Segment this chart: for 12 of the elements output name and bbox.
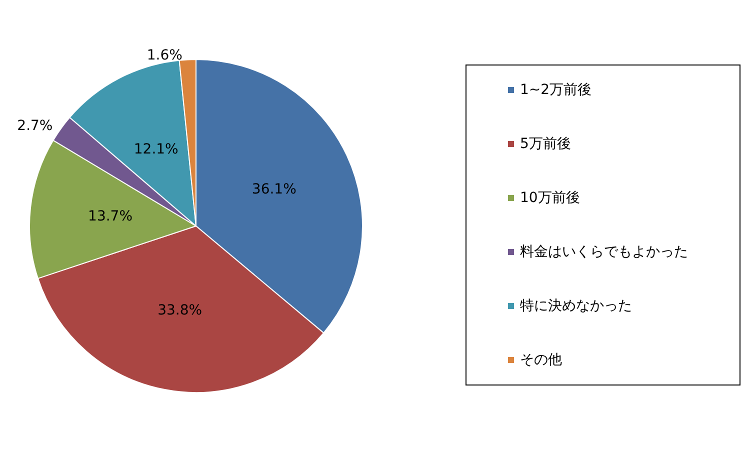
legend-label: 料金はいくらでもよかった — [520, 244, 688, 260]
data-label: 12.1% — [134, 142, 178, 158]
legend-label: 特に決めなかった — [520, 298, 632, 314]
data-label: 33.8% — [158, 302, 202, 319]
data-label: 2.7% — [17, 118, 53, 134]
legend-label: 1~2万前後 — [520, 82, 592, 98]
data-label: 13.7% — [88, 208, 133, 225]
legend-label: その他 — [520, 352, 562, 368]
data-label: 36.1% — [252, 182, 296, 198]
data-label: 1.6% — [146, 48, 182, 64]
legend-label: 5万前後 — [520, 136, 571, 152]
legend-label: 10万前後 — [520, 190, 580, 206]
